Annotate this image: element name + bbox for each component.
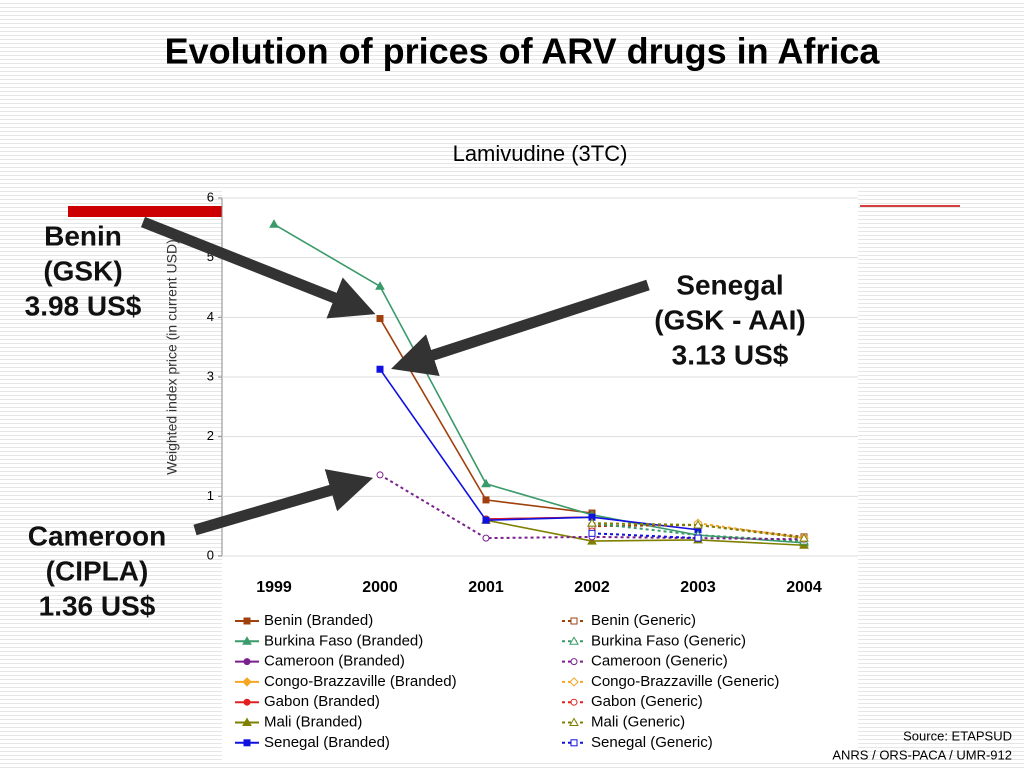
arrow xyxy=(391,279,650,377)
legend-label: Senegal (Branded) xyxy=(264,734,390,751)
legend-label: Senegal (Generic) xyxy=(591,734,713,751)
x-tick-label: 2001 xyxy=(468,579,504,596)
marker xyxy=(569,677,579,687)
y-tick-label: 4 xyxy=(207,309,214,324)
legend-label: Benin (Branded) xyxy=(264,612,373,629)
marker xyxy=(570,739,578,747)
arrow xyxy=(193,469,374,536)
legend-label: Burkina Faso (Generic) xyxy=(591,632,746,649)
marker xyxy=(376,471,384,479)
x-tick-label: 1999 xyxy=(256,579,292,596)
series-line xyxy=(273,223,805,544)
legend-label: Mali (Branded) xyxy=(264,713,362,730)
plot-background xyxy=(222,190,858,610)
series-line xyxy=(379,368,699,531)
legend-label: Benin (Generic) xyxy=(591,612,696,629)
legend-label: Cameroon (Generic) xyxy=(591,653,728,670)
marker xyxy=(569,717,579,726)
marker xyxy=(693,519,703,529)
red-bar xyxy=(68,206,222,217)
legend-background xyxy=(222,610,858,760)
legend-label: Gabon (Branded) xyxy=(264,693,380,710)
y-tick-label: 6 xyxy=(207,189,214,204)
y-tick-label: 1 xyxy=(207,488,214,503)
y-tick-label: 5 xyxy=(207,249,214,264)
marker xyxy=(242,717,252,726)
marker xyxy=(243,739,251,747)
marker xyxy=(376,365,384,373)
chart-subtitle: Lamivudine (3TC) xyxy=(453,141,628,166)
marker xyxy=(482,516,490,524)
x-tick-label: 2004 xyxy=(786,579,822,596)
marker xyxy=(694,534,702,542)
legend-label: Gabon (Generic) xyxy=(591,693,703,710)
marker xyxy=(570,698,578,706)
marker xyxy=(799,533,809,542)
x-tick-label: 2000 xyxy=(362,579,398,596)
legend-label: Burkina Faso (Branded) xyxy=(264,632,423,649)
marker xyxy=(243,617,251,625)
y-axis-label: Weighted index price (in current USD) xyxy=(164,239,180,475)
marker xyxy=(570,658,578,666)
series-line xyxy=(485,519,805,547)
marker xyxy=(588,529,596,537)
marker xyxy=(799,540,809,549)
marker xyxy=(481,478,491,488)
x-tick-label: 2003 xyxy=(680,579,716,596)
marker xyxy=(242,636,252,645)
y-tick-label: 3 xyxy=(207,368,214,383)
x-tick-label: 2002 xyxy=(574,579,610,596)
arrow xyxy=(140,216,376,319)
annotation: (GSK - AAI) xyxy=(654,304,805,335)
y-tick-label: 0 xyxy=(207,547,214,562)
slide-title: Evolution of prices of ARV drugs in Afri… xyxy=(165,31,881,72)
annotation: Cameroon xyxy=(28,520,166,551)
source: ANRS / ORS-PACA / UMR-912 xyxy=(832,747,1012,762)
legend-label: Cameroon (Branded) xyxy=(264,653,405,670)
marker xyxy=(376,315,384,323)
marker xyxy=(269,219,279,228)
legend-label: Congo-Brazzaville (Generic) xyxy=(591,673,779,690)
legend-label: Congo-Brazzaville (Branded) xyxy=(264,673,457,690)
annotation: Benin xyxy=(44,220,122,251)
annotation: 3.13 US$ xyxy=(672,339,789,370)
marker xyxy=(375,281,385,290)
source: Source: ETAPSUD xyxy=(903,728,1012,743)
marker xyxy=(243,698,251,706)
marker xyxy=(243,658,251,666)
marker xyxy=(587,536,597,545)
annotation: Senegal xyxy=(676,269,783,300)
marker xyxy=(587,518,597,527)
marker xyxy=(242,677,252,687)
annotation: (GSK) xyxy=(43,255,122,286)
marker xyxy=(570,617,578,625)
marker xyxy=(482,534,490,542)
annotation: 3.98 US$ xyxy=(25,290,142,321)
marker xyxy=(569,636,579,645)
legend-label: Mali (Generic) xyxy=(591,713,685,730)
annotation: (CIPLA) xyxy=(46,555,149,586)
y-tick-label: 2 xyxy=(207,428,214,443)
annotation: 1.36 US$ xyxy=(39,590,156,621)
marker xyxy=(482,496,490,504)
